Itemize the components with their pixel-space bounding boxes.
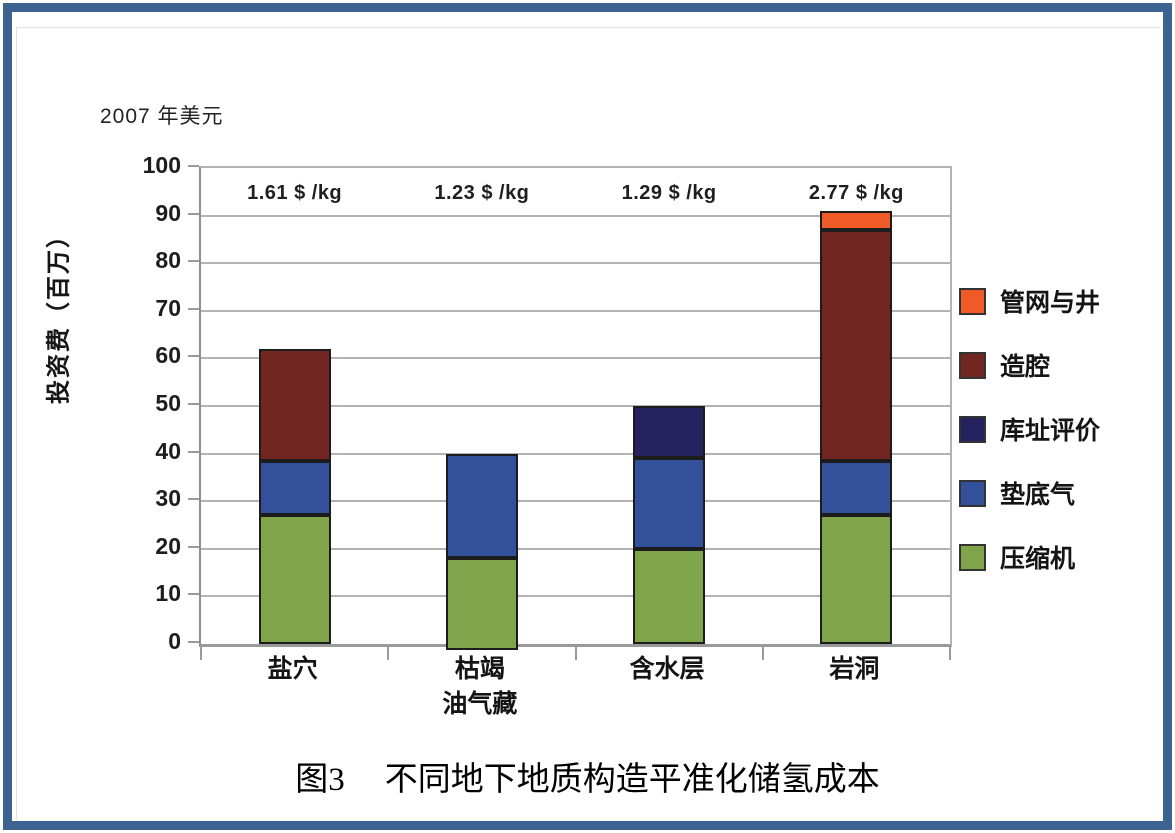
x-category-label: 含水层 bbox=[629, 655, 705, 683]
legend: 管网与井造腔库址评价垫底气压缩机 bbox=[959, 283, 1100, 575]
gridline bbox=[201, 309, 950, 312]
y-tick-label: 40 bbox=[155, 437, 181, 464]
bar-segment bbox=[820, 229, 893, 461]
x-tick-mark bbox=[949, 647, 951, 660]
gridline bbox=[201, 452, 950, 455]
legend-swatch bbox=[959, 543, 986, 571]
bar-1 bbox=[258, 168, 331, 644]
bar-segment bbox=[445, 558, 518, 650]
bar-segment bbox=[258, 348, 331, 461]
legend-label: 库址评价 bbox=[1000, 417, 1101, 445]
x-tick-mark bbox=[387, 647, 390, 660]
y-tick-mark bbox=[188, 403, 199, 405]
bar-value-label: 1.29 $ /kg bbox=[621, 182, 717, 204]
bar-segment bbox=[820, 460, 893, 516]
legend-item: 压缩机 bbox=[959, 539, 1100, 575]
bar-segment bbox=[258, 515, 331, 644]
y-tick-label: 20 bbox=[155, 532, 181, 559]
gridline bbox=[201, 405, 950, 407]
bar-segment bbox=[820, 210, 893, 230]
y-tick-label: 90 bbox=[155, 199, 181, 226]
legend-swatch bbox=[959, 479, 986, 507]
y-axis: 0 10 20 30 40 50 60 70 80 90 100 bbox=[90, 152, 199, 654]
bar-value-label: 2.77 $ /kg bbox=[808, 182, 904, 204]
scan-edge-line bbox=[16, 27, 1161, 819]
y-tick-label: 100 bbox=[142, 152, 181, 178]
y-tick-mark bbox=[188, 165, 199, 167]
y-tick-mark bbox=[188, 593, 199, 596]
legend-label: 压缩机 bbox=[1000, 545, 1076, 573]
bar-segment bbox=[633, 548, 706, 644]
y-tick-mark bbox=[188, 355, 199, 358]
gridline bbox=[201, 500, 950, 503]
gridline bbox=[201, 357, 950, 360]
legend-item: 造腔 bbox=[959, 347, 1100, 383]
y-tick-mark bbox=[188, 450, 199, 453]
gridline bbox=[201, 547, 950, 550]
gridline bbox=[201, 214, 950, 217]
bar-segment bbox=[258, 460, 331, 516]
x-axis-labels: 盐穴 枯竭 油气藏 含水层 岩洞 bbox=[199, 652, 948, 732]
x-tick-mark bbox=[574, 647, 577, 660]
y-tick-label: 80 bbox=[155, 247, 181, 274]
y-tick-label: 10 bbox=[155, 580, 181, 607]
bar-segment bbox=[820, 515, 893, 644]
legend-item: 库址评价 bbox=[959, 411, 1100, 447]
y-tick-mark bbox=[188, 545, 199, 548]
bar-2 bbox=[445, 168, 518, 650]
legend-label: 管网与井 bbox=[1000, 289, 1101, 317]
y-tick-mark bbox=[188, 260, 199, 263]
bar-segment bbox=[633, 406, 706, 459]
bar-value-label: 1.61 $ /kg bbox=[247, 182, 343, 204]
x-tick-mark bbox=[200, 647, 202, 660]
x-category-label: 岩洞 bbox=[829, 655, 880, 683]
legend-item: 管网与井 bbox=[959, 283, 1100, 319]
bar-value-label: 1.23 $ /kg bbox=[434, 182, 530, 204]
bar-3 bbox=[633, 168, 706, 644]
y-tick-label: 60 bbox=[155, 342, 181, 369]
legend-swatch bbox=[959, 415, 986, 443]
y-tick-mark bbox=[188, 307, 199, 310]
legend-item: 垫底气 bbox=[959, 475, 1100, 511]
legend-swatch bbox=[959, 351, 986, 379]
y-tick-label: 30 bbox=[155, 485, 181, 512]
gridline bbox=[201, 262, 950, 265]
x-tick-mark bbox=[761, 647, 764, 660]
x-category-label: 盐穴 bbox=[267, 655, 318, 683]
y-tick-mark bbox=[188, 212, 199, 215]
y-tick-mark bbox=[188, 498, 199, 501]
plot-area: 1.61 $ /kg 1.23 $ /kg 1.29 $ /kg 2.77 $ /kg bbox=[199, 166, 952, 660]
bar-segment bbox=[633, 458, 706, 549]
bar-4 bbox=[820, 168, 893, 644]
x-category-label: 枯竭 油气藏 bbox=[442, 655, 518, 718]
y-tick-label: 0 bbox=[168, 628, 181, 654]
figure-caption-text: 不同地下地质构造平准化储氢成本 bbox=[384, 762, 880, 798]
currency-note: 2007 年美元 bbox=[100, 105, 224, 128]
figure-caption-number: 图3 bbox=[295, 762, 345, 798]
bar-segment bbox=[445, 453, 518, 559]
legend-label: 造腔 bbox=[1000, 353, 1051, 381]
y-tick-label: 70 bbox=[155, 294, 181, 321]
y-tick-mark bbox=[188, 641, 199, 643]
y-tick-label: 50 bbox=[155, 390, 181, 416]
legend-swatch bbox=[959, 287, 986, 315]
gridline bbox=[201, 595, 950, 598]
legend-label: 垫底气 bbox=[1000, 481, 1076, 509]
figure-caption: 图3 不同地下地质构造平准化储氢成本 bbox=[0, 752, 1175, 800]
